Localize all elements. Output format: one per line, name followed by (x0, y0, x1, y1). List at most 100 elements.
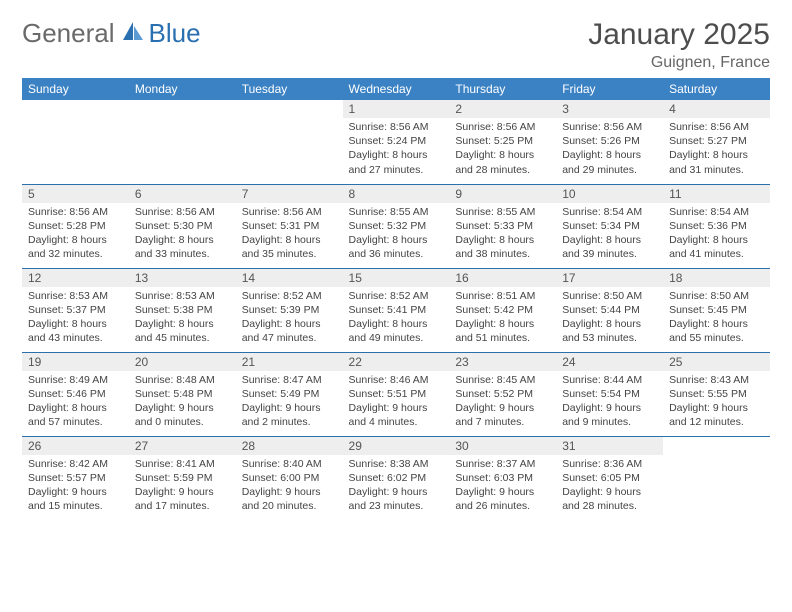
day-sunset: Sunset: 6:03 PM (455, 471, 550, 485)
day-number: 17 (556, 269, 663, 287)
day-daylight2: and 9 minutes. (562, 415, 657, 429)
day-sunset: Sunset: 5:54 PM (562, 387, 657, 401)
day-daylight1: Daylight: 8 hours (242, 317, 337, 331)
day-number: 23 (449, 353, 556, 371)
calendar-cell: 14Sunrise: 8:52 AMSunset: 5:39 PMDayligh… (236, 268, 343, 352)
day-daylight1: Daylight: 9 hours (28, 485, 123, 499)
day-number: 30 (449, 437, 556, 455)
day-daylight1: Daylight: 8 hours (669, 317, 764, 331)
calendar-cell: 19Sunrise: 8:49 AMSunset: 5:46 PMDayligh… (22, 352, 129, 436)
day-number: 5 (22, 185, 129, 203)
calendar-cell: 22Sunrise: 8:46 AMSunset: 5:51 PMDayligh… (343, 352, 450, 436)
day-data: Sunrise: 8:50 AMSunset: 5:45 PMDaylight:… (663, 287, 770, 348)
day-data: Sunrise: 8:56 AMSunset: 5:31 PMDaylight:… (236, 203, 343, 264)
day-number: 26 (22, 437, 129, 455)
day-daylight1: Daylight: 9 hours (135, 401, 230, 415)
day-sunrise: Sunrise: 8:46 AM (349, 373, 444, 387)
day-number: 21 (236, 353, 343, 371)
day-sunrise: Sunrise: 8:48 AM (135, 373, 230, 387)
day-data: Sunrise: 8:56 AMSunset: 5:24 PMDaylight:… (343, 118, 450, 179)
day-daylight1: Daylight: 8 hours (349, 233, 444, 247)
calendar-cell: 20Sunrise: 8:48 AMSunset: 5:48 PMDayligh… (129, 352, 236, 436)
day-sunrise: Sunrise: 8:38 AM (349, 457, 444, 471)
day-data: Sunrise: 8:56 AMSunset: 5:27 PMDaylight:… (663, 118, 770, 179)
day-daylight1: Daylight: 8 hours (349, 148, 444, 162)
logo-text-general: General (22, 18, 115, 49)
day-daylight1: Daylight: 8 hours (349, 317, 444, 331)
day-sunrise: Sunrise: 8:51 AM (455, 289, 550, 303)
day-sunset: Sunset: 5:59 PM (135, 471, 230, 485)
day-daylight1: Daylight: 8 hours (669, 148, 764, 162)
calendar-table: Sunday Monday Tuesday Wednesday Thursday… (22, 78, 770, 520)
day-daylight1: Daylight: 9 hours (455, 401, 550, 415)
calendar-cell: 28Sunrise: 8:40 AMSunset: 6:00 PMDayligh… (236, 436, 343, 520)
day-sunrise: Sunrise: 8:53 AM (28, 289, 123, 303)
day-number: 8 (343, 185, 450, 203)
calendar-cell: 4Sunrise: 8:56 AMSunset: 5:27 PMDaylight… (663, 100, 770, 184)
day-daylight2: and 12 minutes. (669, 415, 764, 429)
day-sunrise: Sunrise: 8:56 AM (242, 205, 337, 219)
day-number: 28 (236, 437, 343, 455)
day-data: Sunrise: 8:54 AMSunset: 5:34 PMDaylight:… (556, 203, 663, 264)
day-sunset: Sunset: 5:46 PM (28, 387, 123, 401)
day-number: 15 (343, 269, 450, 287)
day-daylight2: and 36 minutes. (349, 247, 444, 261)
day-daylight2: and 47 minutes. (242, 331, 337, 345)
calendar-cell (663, 436, 770, 520)
day-number: 2 (449, 100, 556, 118)
title-block: January 2025 Guignen, France (588, 18, 770, 72)
calendar-cell: 13Sunrise: 8:53 AMSunset: 5:38 PMDayligh… (129, 268, 236, 352)
day-sunrise: Sunrise: 8:42 AM (28, 457, 123, 471)
day-sunset: Sunset: 5:41 PM (349, 303, 444, 317)
calendar-cell: 15Sunrise: 8:52 AMSunset: 5:41 PMDayligh… (343, 268, 450, 352)
calendar-week-row: 5Sunrise: 8:56 AMSunset: 5:28 PMDaylight… (22, 184, 770, 268)
day-data: Sunrise: 8:43 AMSunset: 5:55 PMDaylight:… (663, 371, 770, 432)
calendar-cell: 7Sunrise: 8:56 AMSunset: 5:31 PMDaylight… (236, 184, 343, 268)
day-number: 16 (449, 269, 556, 287)
day-daylight1: Daylight: 8 hours (455, 233, 550, 247)
day-number: 6 (129, 185, 236, 203)
calendar-week-row: 12Sunrise: 8:53 AMSunset: 5:37 PMDayligh… (22, 268, 770, 352)
calendar-cell: 18Sunrise: 8:50 AMSunset: 5:45 PMDayligh… (663, 268, 770, 352)
day-sunrise: Sunrise: 8:56 AM (135, 205, 230, 219)
day-daylight2: and 28 minutes. (562, 499, 657, 513)
day-data: Sunrise: 8:54 AMSunset: 5:36 PMDaylight:… (663, 203, 770, 264)
day-sunset: Sunset: 6:02 PM (349, 471, 444, 485)
day-data: Sunrise: 8:49 AMSunset: 5:46 PMDaylight:… (22, 371, 129, 432)
day-daylight2: and 28 minutes. (455, 163, 550, 177)
day-daylight2: and 27 minutes. (349, 163, 444, 177)
day-sunset: Sunset: 5:55 PM (669, 387, 764, 401)
day-sunrise: Sunrise: 8:54 AM (669, 205, 764, 219)
day-sunset: Sunset: 5:45 PM (669, 303, 764, 317)
day-sunset: Sunset: 5:34 PM (562, 219, 657, 233)
day-daylight2: and 15 minutes. (28, 499, 123, 513)
day-daylight2: and 51 minutes. (455, 331, 550, 345)
day-daylight2: and 55 minutes. (669, 331, 764, 345)
logo: General Blue (22, 18, 201, 49)
day-daylight1: Daylight: 9 hours (135, 485, 230, 499)
day-sunrise: Sunrise: 8:37 AM (455, 457, 550, 471)
day-daylight1: Daylight: 8 hours (562, 233, 657, 247)
day-daylight2: and 33 minutes. (135, 247, 230, 261)
calendar-cell: 5Sunrise: 8:56 AMSunset: 5:28 PMDaylight… (22, 184, 129, 268)
day-number: 31 (556, 437, 663, 455)
day-number: 13 (129, 269, 236, 287)
calendar-cell: 11Sunrise: 8:54 AMSunset: 5:36 PMDayligh… (663, 184, 770, 268)
day-data: Sunrise: 8:53 AMSunset: 5:38 PMDaylight:… (129, 287, 236, 348)
day-data: Sunrise: 8:40 AMSunset: 6:00 PMDaylight:… (236, 455, 343, 516)
day-data: Sunrise: 8:50 AMSunset: 5:44 PMDaylight:… (556, 287, 663, 348)
day-daylight2: and 2 minutes. (242, 415, 337, 429)
day-sunrise: Sunrise: 8:43 AM (669, 373, 764, 387)
day-data: Sunrise: 8:51 AMSunset: 5:42 PMDaylight:… (449, 287, 556, 348)
day-daylight2: and 0 minutes. (135, 415, 230, 429)
day-data: Sunrise: 8:55 AMSunset: 5:33 PMDaylight:… (449, 203, 556, 264)
weekday-header: Friday (556, 78, 663, 100)
day-daylight1: Daylight: 8 hours (28, 317, 123, 331)
day-number: 3 (556, 100, 663, 118)
calendar-cell: 31Sunrise: 8:36 AMSunset: 6:05 PMDayligh… (556, 436, 663, 520)
day-sunrise: Sunrise: 8:55 AM (349, 205, 444, 219)
day-sunset: Sunset: 5:27 PM (669, 134, 764, 148)
day-daylight1: Daylight: 8 hours (28, 401, 123, 415)
day-sunset: Sunset: 5:51 PM (349, 387, 444, 401)
day-sunrise: Sunrise: 8:49 AM (28, 373, 123, 387)
